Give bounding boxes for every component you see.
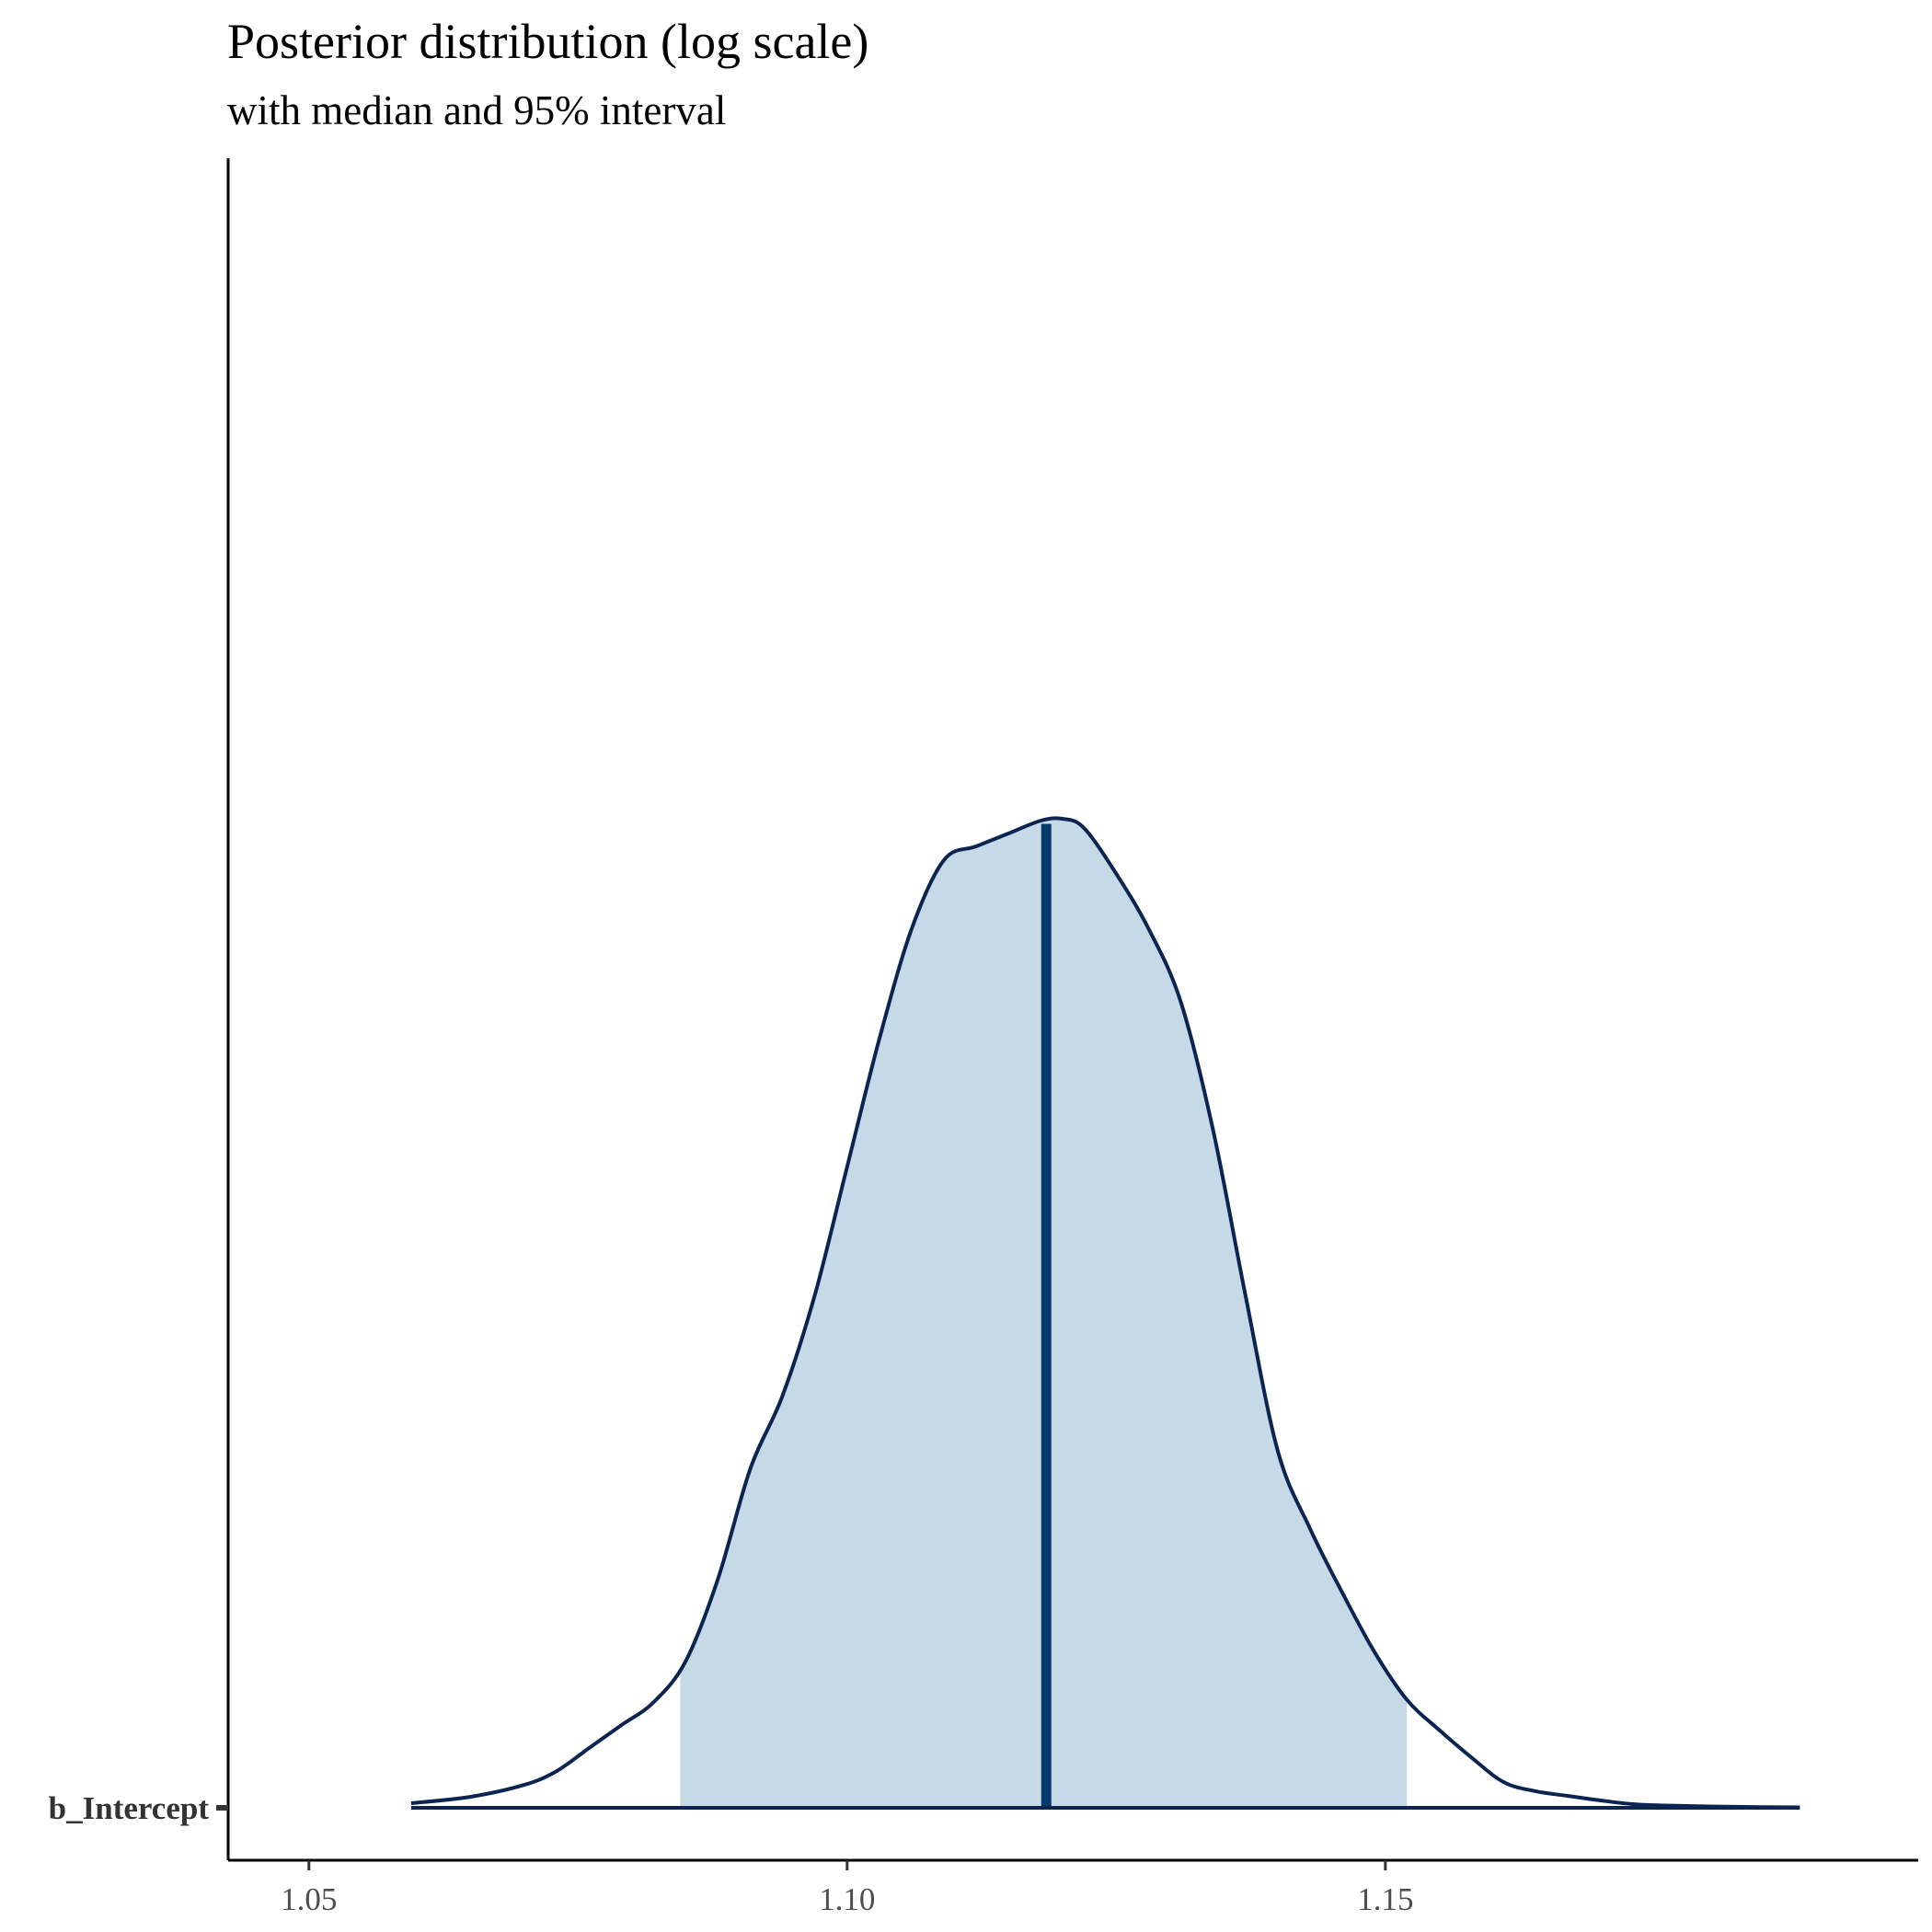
- x-tick-label: 1.15: [1357, 1881, 1413, 1917]
- density-curve: [410, 816, 1800, 1810]
- x-tick-label: 1.10: [819, 1881, 875, 1917]
- chart-subtitle: with median and 95% interval: [227, 87, 727, 133]
- y-tick-label: b_Intercept: [49, 1790, 210, 1826]
- x-axis-ticks: 1.05 1.10 1.15: [281, 1860, 1413, 1917]
- chart-title: Posterior distribution (log scale): [227, 14, 869, 69]
- x-tick-label: 1.05: [281, 1881, 337, 1917]
